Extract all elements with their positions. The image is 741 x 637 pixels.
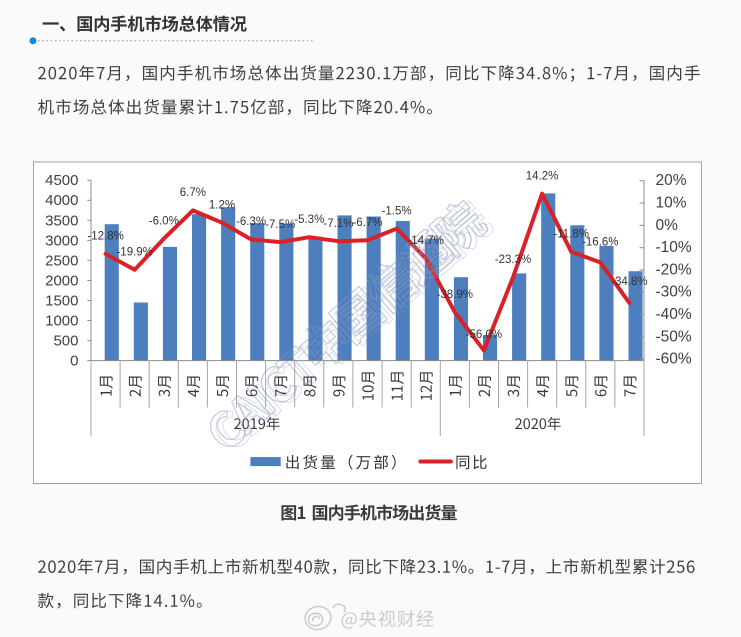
- svg-text:-12.8%: -12.8%: [87, 231, 123, 243]
- svg-text:-23.3%: -23.3%: [495, 254, 531, 266]
- svg-text:-34.8%: -34.8%: [611, 276, 647, 288]
- svg-text:-38.9%: -38.9%: [437, 289, 473, 301]
- svg-text:-30%: -30%: [656, 284, 692, 301]
- svg-text:4500: 4500: [45, 172, 78, 189]
- svg-text:1000: 1000: [45, 312, 78, 329]
- svg-text:-1.5%: -1.5%: [382, 206, 412, 218]
- svg-text:-6.7%: -6.7%: [352, 217, 382, 229]
- svg-text:0%: 0%: [656, 217, 679, 234]
- svg-text:-60%: -60%: [656, 351, 692, 368]
- svg-text:-6.3%: -6.3%: [236, 216, 266, 228]
- svg-text:-7.5%: -7.5%: [265, 219, 295, 231]
- svg-text:-19.9%: -19.9%: [116, 247, 152, 259]
- svg-text:3000: 3000: [45, 232, 78, 249]
- svg-text:4000: 4000: [45, 192, 78, 209]
- svg-text:2500: 2500: [45, 252, 78, 269]
- svg-text:6.7%: 6.7%: [180, 187, 206, 199]
- svg-text:0: 0: [70, 353, 78, 370]
- svg-text:2000: 2000: [45, 272, 78, 289]
- svg-text:1.2%: 1.2%: [209, 200, 235, 212]
- svg-text:-6.0%: -6.0%: [149, 216, 179, 228]
- svg-text:-10%: -10%: [656, 239, 692, 256]
- svg-text:-20%: -20%: [656, 261, 692, 278]
- svg-text:14.2%: 14.2%: [526, 170, 559, 182]
- svg-text:3500: 3500: [45, 212, 78, 229]
- svg-text:1500: 1500: [45, 292, 78, 309]
- svg-text:-14.7%: -14.7%: [407, 235, 443, 247]
- svg-text:-11.8%: -11.8%: [553, 229, 589, 241]
- svg-text:-50%: -50%: [656, 328, 692, 345]
- svg-text:-56.0%: -56.0%: [466, 329, 502, 341]
- svg-text:-7.1%: -7.1%: [323, 218, 353, 230]
- svg-text:10%: 10%: [656, 194, 687, 211]
- svg-text:500: 500: [53, 333, 78, 350]
- svg-text:20%: 20%: [656, 172, 687, 189]
- svg-text:-40%: -40%: [656, 306, 692, 323]
- svg-text:-16.6%: -16.6%: [582, 237, 618, 249]
- svg-text:-5.3%: -5.3%: [294, 214, 324, 226]
